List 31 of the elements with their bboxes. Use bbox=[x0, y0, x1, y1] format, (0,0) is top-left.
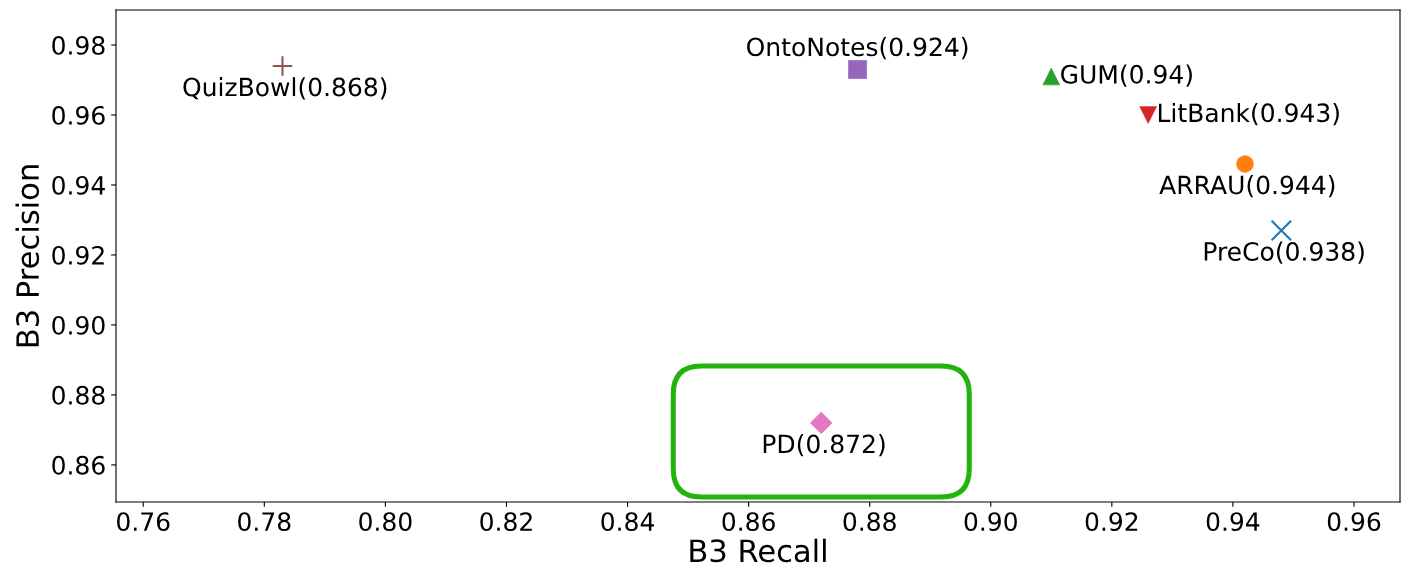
x-tick-label: 0.94 bbox=[1206, 512, 1260, 532]
x-tick-label: 0.84 bbox=[601, 512, 654, 532]
x-tick-label: 0.88 bbox=[843, 512, 896, 532]
point bbox=[1270, 219, 1293, 242]
series-label: GUM(0.94) bbox=[1061, 64, 1192, 87]
series-label: QuizBowl(0.868) bbox=[183, 77, 387, 100]
series-label: LitBank(0.943) bbox=[1158, 102, 1339, 126]
y-tick-label: 0.96 bbox=[52, 105, 105, 125]
x-tick-label: 0.76 bbox=[117, 512, 170, 532]
y-tick-label: 0.86 bbox=[52, 455, 105, 475]
y-tick-label: 0.88 bbox=[52, 385, 105, 405]
y-tick-label: 0.90 bbox=[52, 315, 105, 335]
series-label: ARRAU(0.944) bbox=[1159, 175, 1335, 198]
x-tick-label: 0.82 bbox=[480, 512, 532, 532]
x-tick-label: 0.78 bbox=[238, 512, 291, 532]
point bbox=[848, 60, 867, 79]
point bbox=[810, 411, 833, 435]
x-tick-label: 0.92 bbox=[1085, 512, 1138, 532]
series-label: OntoNotes(0.924) bbox=[747, 36, 968, 60]
x-tick-label: 0.80 bbox=[359, 512, 412, 532]
x-tick-label: 0.90 bbox=[964, 512, 1017, 532]
y-tick-label: 0.98 bbox=[52, 35, 105, 55]
series-label: PD(0.872) bbox=[763, 434, 885, 457]
y-axis-title: B3 Precision bbox=[15, 165, 40, 347]
series-label: PreCo(0.938) bbox=[1204, 241, 1364, 264]
x-tick-label: 0.86 bbox=[722, 512, 775, 532]
y-tick-label: 0.94 bbox=[52, 175, 105, 195]
point bbox=[271, 55, 294, 77]
x-tick-label: 0.96 bbox=[1327, 512, 1381, 532]
y-tick-label: 0.92 bbox=[52, 245, 104, 265]
x-axis-title: B3 Recall bbox=[690, 538, 826, 563]
